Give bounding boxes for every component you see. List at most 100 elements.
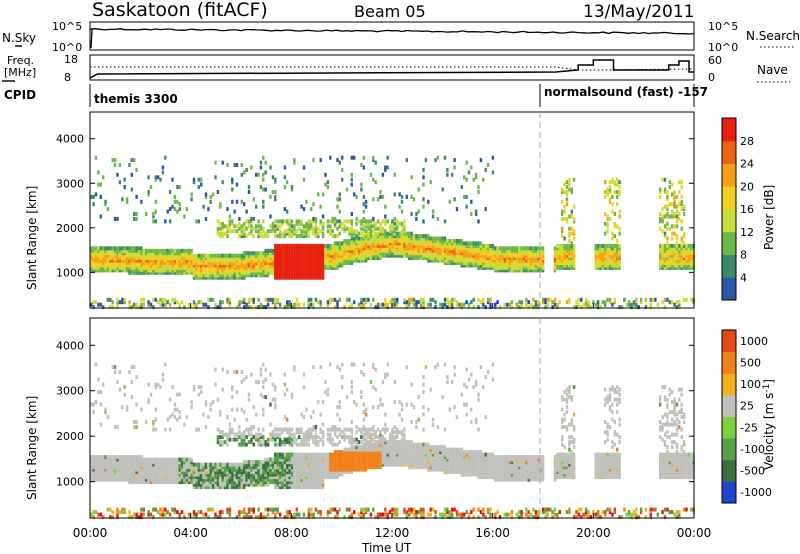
power-cell <box>348 305 351 310</box>
power-cell <box>479 258 483 263</box>
power-cell <box>668 265 671 270</box>
power-cell <box>307 229 310 234</box>
power-colorbar-tick: 28 <box>740 135 754 148</box>
power-cell <box>324 182 327 187</box>
velocity-cell <box>233 485 236 490</box>
power-cell <box>611 256 614 261</box>
power-cell <box>319 265 322 270</box>
power-cell <box>283 207 287 212</box>
power-cell <box>429 243 432 248</box>
power-cell <box>362 258 365 263</box>
power-cell <box>439 246 442 251</box>
power-cell <box>286 258 289 263</box>
velocity-cell <box>240 510 243 515</box>
velocity-cell <box>262 412 265 417</box>
power-cell <box>113 256 117 261</box>
velocity-cell <box>121 507 124 512</box>
power-cell <box>192 263 196 268</box>
power-cell <box>396 224 399 229</box>
power-cell <box>379 190 382 194</box>
power-cell <box>355 241 358 246</box>
power-cell <box>599 248 602 253</box>
power-cell <box>173 300 177 305</box>
velocity-cell <box>171 412 174 417</box>
power-cell <box>539 265 542 270</box>
power-cell <box>321 251 325 256</box>
power-cell <box>482 256 485 261</box>
power-cell <box>563 256 566 261</box>
power-cell <box>333 234 337 239</box>
velocity-cell <box>125 465 129 470</box>
power-cell <box>147 263 150 268</box>
velocity-cell <box>269 457 272 462</box>
power-cell <box>565 216 569 221</box>
power-cell <box>312 226 315 231</box>
power-cell <box>235 263 239 268</box>
power-cell <box>379 231 382 236</box>
velocity-cell <box>305 430 308 435</box>
power-cell <box>458 251 461 256</box>
power-cell <box>601 300 604 305</box>
velocity-cell <box>159 472 162 477</box>
power-cell <box>295 246 298 251</box>
power-cell <box>477 190 480 194</box>
power-cell <box>166 265 169 270</box>
power-cell <box>388 226 392 231</box>
power-cell <box>219 258 222 263</box>
power-cell <box>211 268 215 273</box>
power-cell <box>235 270 239 275</box>
power-cell <box>443 297 447 302</box>
velocity-cell <box>247 510 251 515</box>
power-cell <box>618 305 621 310</box>
power-cell <box>673 253 676 258</box>
velocity-cell <box>223 465 227 470</box>
power-cell <box>113 163 117 167</box>
velocity-cell <box>92 510 95 515</box>
power-cell <box>336 226 339 231</box>
velocity-cell <box>288 485 291 490</box>
velocity-cell <box>278 457 282 462</box>
velocity-cell <box>307 485 310 490</box>
power-cell <box>417 239 420 243</box>
velocity-cell <box>97 467 100 472</box>
power-cell <box>556 248 559 253</box>
power-cell <box>553 251 557 256</box>
power-cell <box>489 248 492 253</box>
power-cell <box>396 226 399 231</box>
power-cell <box>173 194 177 199</box>
power-cell <box>128 246 131 251</box>
power-cell <box>159 302 162 307</box>
power-cell <box>515 258 518 263</box>
power-cell <box>467 243 471 248</box>
velocity-cell <box>290 432 294 437</box>
power-cell <box>341 251 344 256</box>
power-cell <box>472 177 475 182</box>
velocity-cell <box>257 440 260 445</box>
velocity-cell <box>140 460 143 465</box>
power-cell <box>482 261 485 265</box>
power-cell <box>537 263 540 268</box>
velocity-cell <box>118 465 122 470</box>
power-cell <box>200 253 203 258</box>
power-cell <box>178 256 181 261</box>
power-cell <box>286 305 289 310</box>
velocity-cell <box>142 472 145 477</box>
power-cell <box>410 248 413 253</box>
power-cell <box>130 246 133 251</box>
velocity-cell <box>137 460 141 465</box>
power-cell <box>537 248 540 253</box>
power-cell <box>183 270 186 275</box>
power-cell <box>520 302 523 307</box>
velocity-cell <box>156 382 160 387</box>
velocity-cell <box>274 437 277 442</box>
power-cell <box>501 248 504 253</box>
velocity-cell <box>128 472 131 477</box>
power-cell <box>496 246 499 251</box>
power-cell <box>341 261 344 265</box>
velocity-cell <box>300 430 303 435</box>
power-cell <box>97 246 100 251</box>
power-cell <box>374 243 377 248</box>
power-cell <box>338 253 341 258</box>
power-cell <box>326 224 330 229</box>
velocity-cell <box>295 455 298 460</box>
